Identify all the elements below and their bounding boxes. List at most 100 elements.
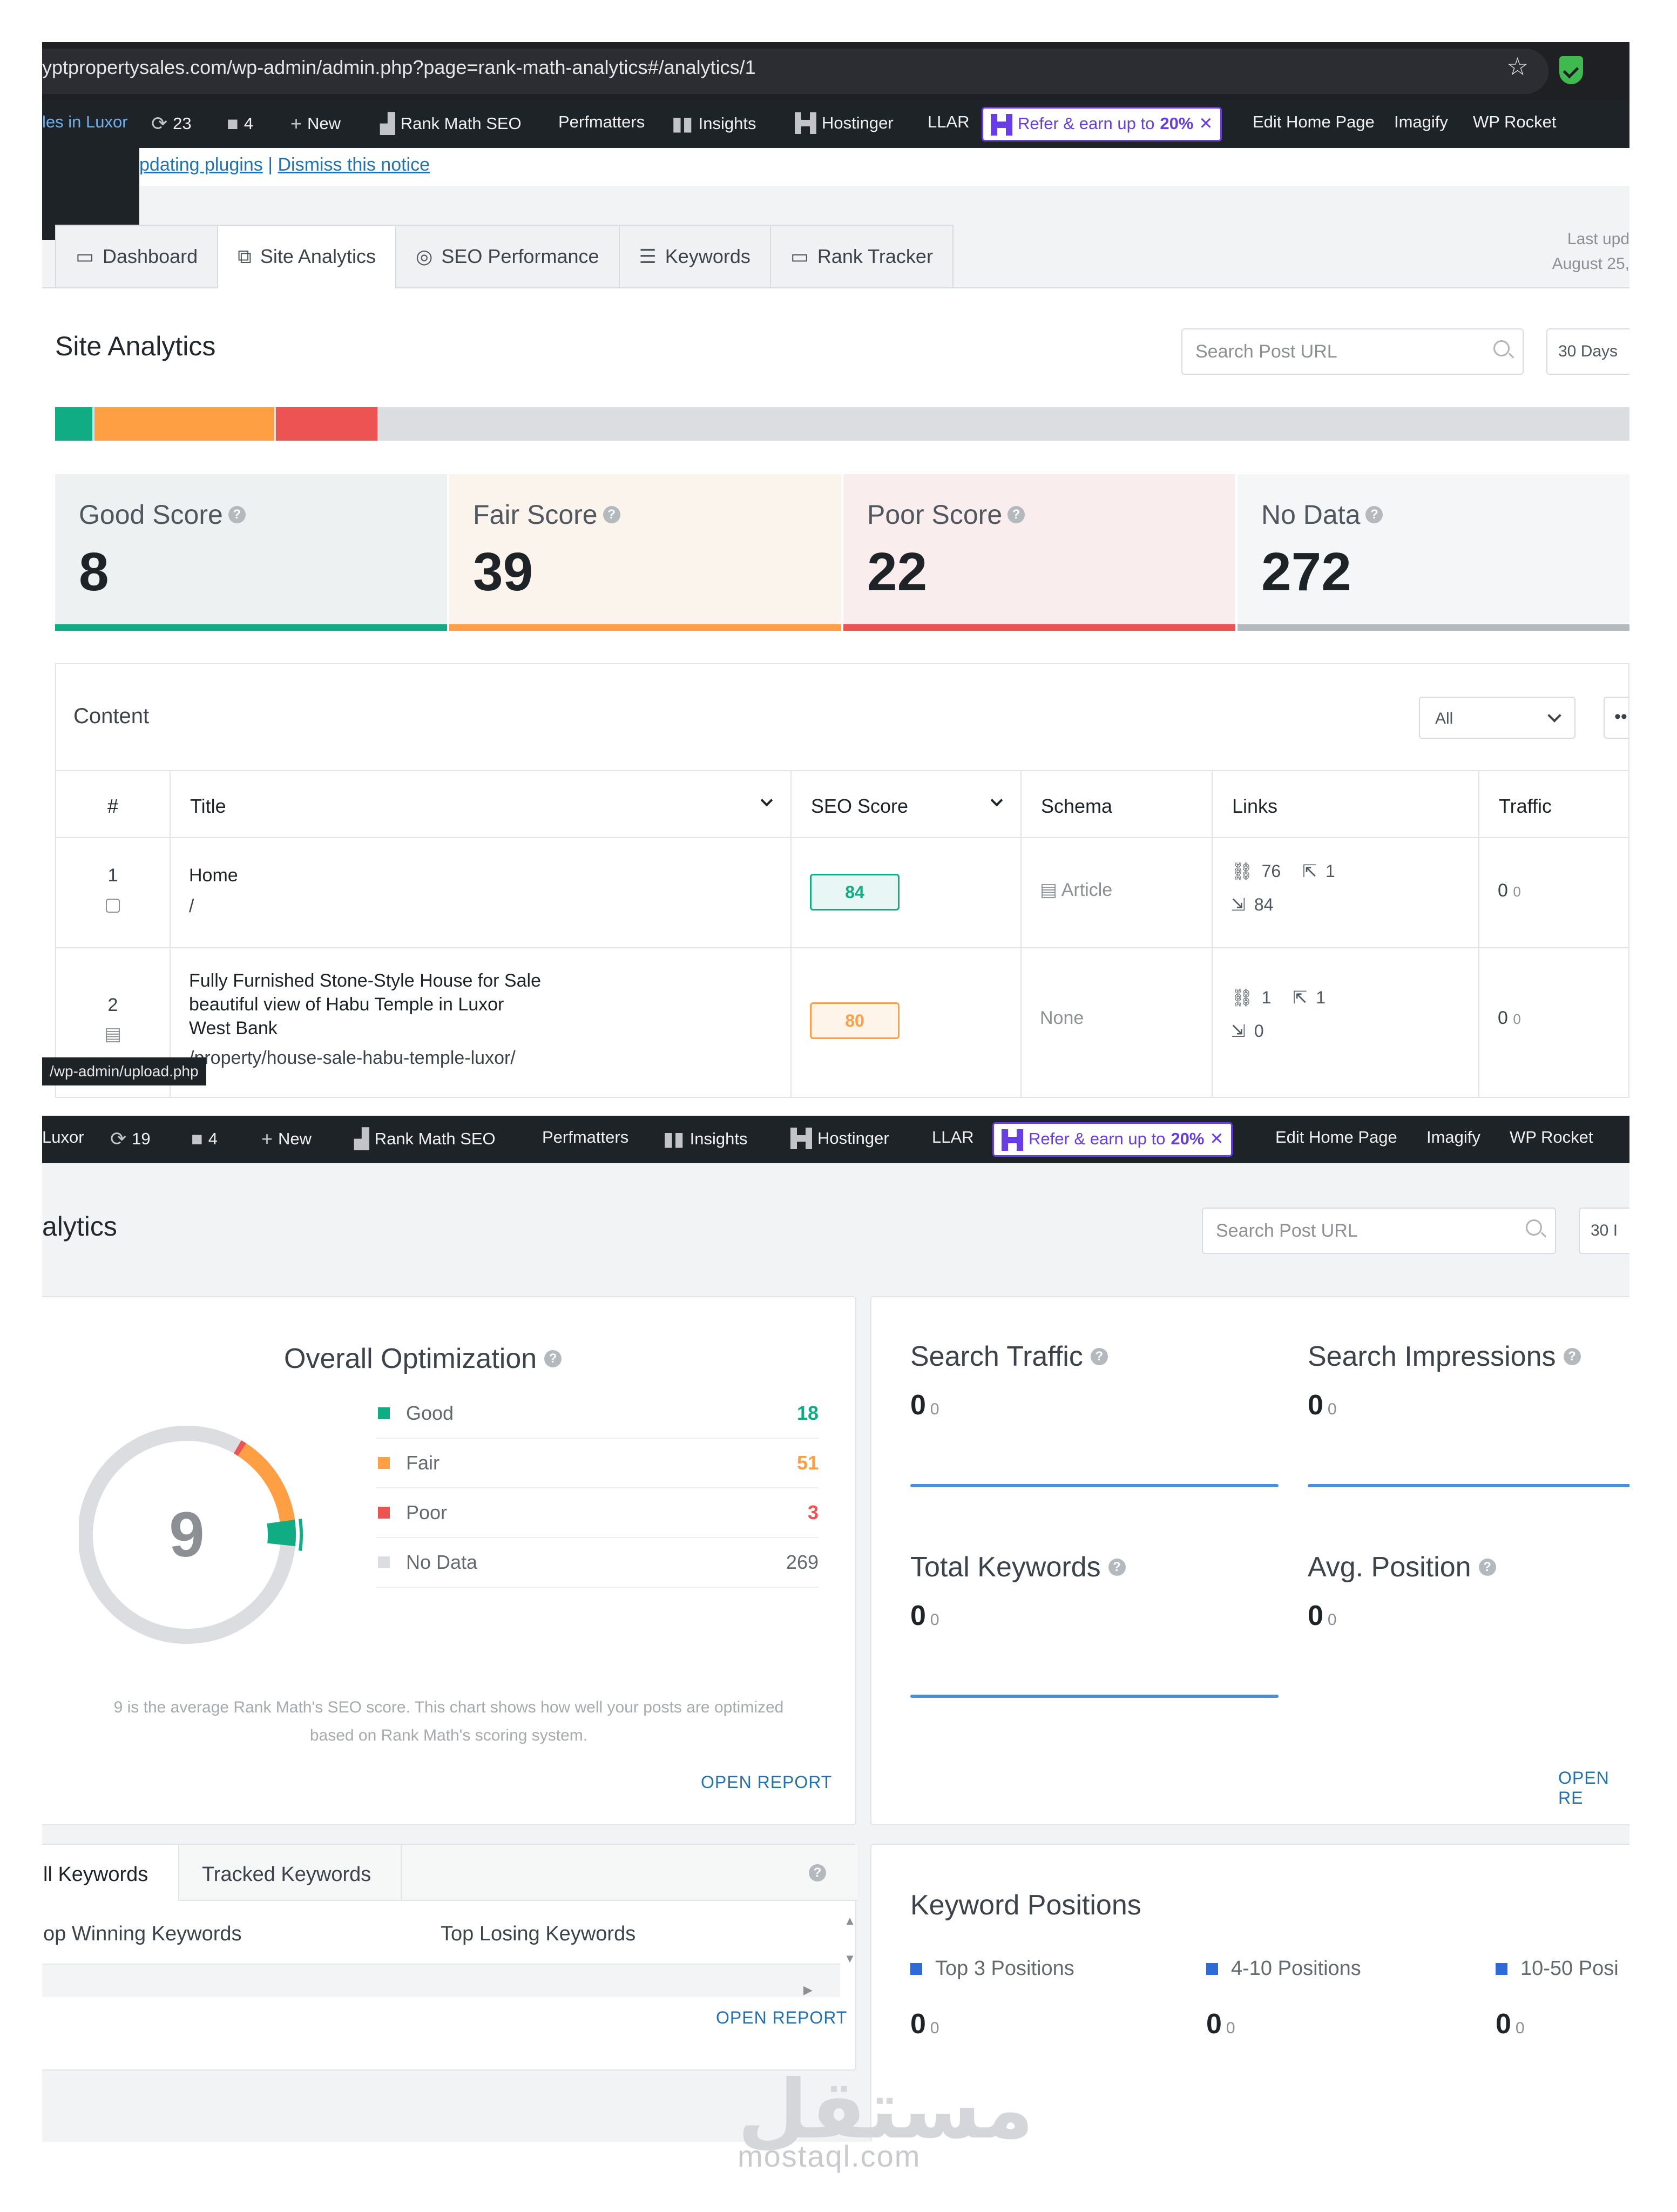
shield-extension-icon[interactable] [1559,56,1583,84]
admin-bar-wp-rocket[interactable]: WP Rocket [1510,1128,1593,1147]
admin-bar-perfmatters[interactable]: Perfmatters [558,112,645,131]
admin-bar-updates[interactable]: ⟳ 23 [151,112,192,135]
address-bar[interactable] [42,49,1548,94]
bar-chart-icon: ▮▮ [672,112,693,134]
table-header: # Title SEO Score Schema Links Traffic [56,770,1629,838]
column-title[interactable]: Title [171,771,792,837]
card-label: Fair Score [473,500,598,530]
legend-poor: Poor 3 [376,1488,819,1538]
date-range-select[interactable]: 30 Days [1546,328,1629,375]
content-filter-select[interactable]: All [1419,697,1575,739]
tab-dashboard[interactable]: ▭ Dashboard [55,225,218,288]
help-icon[interactable]: ? [1478,1559,1496,1576]
tab-rank-tracker[interactable]: ▭ Rank Tracker [769,225,954,288]
bookmark-star-icon[interactable]: ☆ [1506,52,1529,80]
tab-seo-performance[interactable]: ◎ SEO Performance [395,225,619,288]
search-post-url-input[interactable]: Search Post URL [1181,328,1524,375]
admin-bar-rank-math[interactable]: ▟ Rank Math SEO [354,1128,496,1150]
browser-toolbar: yptpropertysales.com/wp-admin/admin.php?… [42,42,1629,100]
insights-label: Insights [698,114,756,133]
help-icon[interactable]: ? [1007,506,1025,523]
admin-bar-edit-home[interactable]: Edit Home Page [1253,112,1375,131]
row-title-line: beautiful view of Habu Temple in Luxor [189,994,504,1015]
close-icon[interactable]: ✕ [1209,1129,1224,1148]
admin-bar-rank-math[interactable]: ▟ Rank Math SEO [380,112,522,135]
admin-bar-imagify[interactable]: Imagify [1394,112,1448,131]
help-icon[interactable]: ? [1090,1348,1108,1365]
description-line: 9 is the average Rank Math's SEO score. … [113,1698,784,1716]
admin-bar-site-name[interactable]: les in Luxor [42,112,128,131]
incoming-links: 0 [1254,1021,1264,1041]
tab-tracked-keywords[interactable]: Tracked Keywords [180,1845,402,1901]
traffic-diff: 0 [1513,884,1521,900]
open-report-link[interactable]: OPEN REPORT [716,2008,848,2027]
admin-bar-wp-rocket[interactable]: WP Rocket [1473,112,1557,131]
chevron-down-icon [990,794,1003,807]
updating-plugins-link[interactable]: pdating plugins [139,154,263,175]
help-icon[interactable]: ? [1108,1559,1126,1576]
metric-label: Total Keywords [910,1552,1101,1583]
metric-diff: 0 [930,1400,939,1418]
help-icon[interactable]: ? [603,506,620,523]
tab-all-keywords[interactable]: ll Keywords [42,1845,179,1901]
metric-diff: 0 [930,1611,939,1629]
keywords-scrollbar[interactable]: ▲ ▼ [844,1914,856,1965]
hostinger-label: Hostinger [822,113,894,132]
admin-bar-insights[interactable]: ▮▮ Insights [663,1128,747,1150]
admin-bar-perfmatters[interactable]: Perfmatters [542,1128,629,1147]
refer-earn-button[interactable]: Refer & earn up to 20% ✕ [982,107,1222,141]
help-icon[interactable]: ? [1365,506,1383,523]
donut-score: 9 [169,1499,205,1570]
keywords-subheader: op Winning Keywords Top Losing Keywords [42,1902,840,1965]
search-post-url-input[interactable]: Search Post URL [1202,1208,1556,1254]
row-title[interactable]: Home [189,865,238,886]
column-traffic[interactable]: Traffic [1479,771,1629,837]
admin-bar-insights[interactable]: ▮▮ Insights [672,112,756,135]
date-range-select[interactable]: 30 I [1579,1208,1629,1254]
table-row[interactable]: 1 ▢ Home / 84 ▤ Article ⛓ 76 ⇱ 1 ⇲ 84 0 0 [56,838,1629,948]
legend-label: Poor [406,1501,448,1523]
help-icon[interactable]: ? [228,506,246,523]
tab-keywords[interactable]: ☰ Keywords [618,225,770,288]
metric-label: Search Traffic [910,1341,1083,1372]
help-icon[interactable]: ? [809,1864,826,1881]
close-icon[interactable]: ✕ [1199,114,1213,133]
search-icon[interactable] [1526,1219,1542,1236]
comment-icon: ■ [191,1128,203,1150]
admin-bar-site-name[interactable]: Luxor [42,1128,84,1147]
admin-bar-new[interactable]: + New [261,1128,312,1150]
eye-icon: ◎ [415,245,433,267]
help-icon[interactable]: ? [544,1350,562,1367]
admin-bar-comments[interactable]: ■ 4 [227,112,253,135]
scroll-right-icon[interactable]: ▶ [803,1983,813,1997]
refer-earn-button[interactable]: Refer & earn up to 20% ✕ [992,1122,1233,1157]
column-links: Links [1213,771,1479,837]
column-seo-score[interactable]: SEO Score [792,771,1022,837]
legend-label: No Data [406,1551,478,1573]
admin-bar-llar[interactable]: LLAR [932,1128,974,1147]
open-report-link[interactable]: OPEN REPORT [701,1772,833,1792]
more-options-button[interactable]: •• [1604,697,1629,739]
tab-label: Rank Tracker [817,245,933,267]
admin-bar-llar[interactable]: LLAR [928,112,970,131]
legend-10-50: 10-50 Posi [1496,1957,1619,1980]
admin-bar-updates[interactable]: ⟳ 19 [110,1128,151,1150]
row-title[interactable]: Fully Furnished Stone-Style House for Sa… [189,969,772,1040]
dismiss-notice-link[interactable]: Dismiss this notice [278,154,430,175]
donut-fair-segment [238,1443,295,1522]
score-distribution-bar [55,407,1629,441]
top-losing-keywords: Top Losing Keywords [441,1923,636,1945]
search-icon[interactable] [1493,340,1510,356]
admin-bar-hostinger[interactable]: Hostinger [795,112,894,134]
admin-bar-imagify[interactable]: Imagify [1426,1128,1480,1147]
address-url[interactable]: yptpropertysales.com/wp-admin/admin.php?… [42,56,756,78]
tab-site-analytics[interactable]: ⧉ Site Analytics [217,225,395,288]
open-report-link[interactable]: OPEN RE [1558,1768,1610,1808]
admin-bar-new[interactable]: + New [290,112,341,135]
table-row[interactable]: 2 ▤ Fully Furnished Stone-Style House fo… [56,948,1629,1098]
admin-bar-hostinger[interactable]: Hostinger [790,1128,889,1149]
admin-bar-edit-home[interactable]: Edit Home Page [1275,1128,1397,1147]
admin-bar-comments[interactable]: ■ 4 [191,1128,218,1150]
help-icon[interactable]: ? [1563,1348,1581,1365]
